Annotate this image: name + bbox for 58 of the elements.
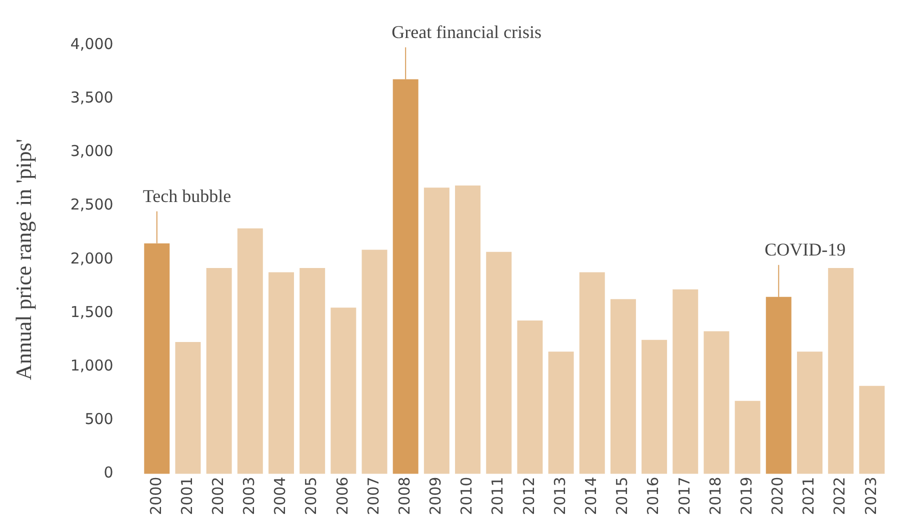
- x-tick-label: 2012: [520, 476, 538, 516]
- bar: [734, 400, 760, 474]
- annotation: Great financial crisis: [392, 22, 542, 42]
- x-tick-label: 2013: [550, 476, 569, 516]
- bar: [704, 331, 730, 474]
- annotation: COVID-19: [764, 240, 846, 260]
- x-tick-label: 2018: [706, 476, 724, 516]
- y-tick-label: 500: [84, 410, 114, 428]
- x-tick-label: 2015: [613, 476, 632, 516]
- bar: [828, 268, 854, 474]
- x-tick-label: 2020: [768, 476, 787, 516]
- y-tick-label: 4,000: [70, 34, 114, 53]
- y-tick-label: 1,000: [70, 356, 114, 375]
- x-tick-label: 2022: [830, 476, 849, 516]
- bar: [642, 340, 668, 474]
- x-tick-label: 2010: [458, 476, 476, 516]
- bar: [672, 289, 698, 474]
- bar: [579, 272, 605, 474]
- bar: [237, 228, 263, 474]
- bar: [859, 386, 885, 474]
- bar: [796, 352, 822, 474]
- x-tick-label: 2003: [240, 476, 258, 516]
- x-tick-label: 2014: [582, 476, 600, 516]
- x-tick-label: 2005: [302, 476, 320, 516]
- bar: [517, 320, 543, 474]
- x-tick-label: 2002: [208, 476, 227, 516]
- bar: [206, 268, 232, 474]
- x-tick-label: 2017: [675, 476, 694, 516]
- y-axis-title: Annual price range in 'pips': [10, 138, 36, 380]
- y-tick-label: 3,000: [70, 142, 114, 160]
- y-tick-label: 1,500: [70, 302, 114, 321]
- x-tick-label: 2000: [146, 476, 165, 516]
- bar: [175, 342, 201, 474]
- bar: [455, 185, 481, 474]
- x-tick-label: 2019: [737, 476, 756, 516]
- bar: [610, 299, 636, 474]
- bar: [300, 268, 326, 474]
- bar: [362, 250, 388, 474]
- y-tick-label: 0: [104, 464, 114, 482]
- x-tick-label: 2016: [644, 476, 662, 516]
- x-tick-label: 2023: [862, 476, 880, 516]
- x-tick-label: 2004: [271, 476, 290, 516]
- y-tick-label: 3,500: [70, 88, 114, 106]
- bar: [486, 252, 512, 474]
- y-tick-label: 2,500: [70, 196, 114, 214]
- bar: [548, 352, 574, 474]
- x-tick-label: 2021: [800, 476, 818, 516]
- x-tick-label: 2008: [395, 476, 414, 516]
- bar: [330, 308, 356, 474]
- x-tick-label: 2006: [333, 476, 352, 516]
- bar: [268, 272, 294, 474]
- bar: [424, 188, 450, 474]
- annotation: Tech bubble: [142, 186, 232, 206]
- x-tick-label: 2007: [364, 476, 382, 516]
- x-tick-label: 2001: [178, 476, 196, 516]
- x-tick-label: 2011: [488, 476, 507, 516]
- y-tick-label: 2,000: [70, 249, 114, 268]
- x-tick-label: 2009: [426, 476, 445, 516]
